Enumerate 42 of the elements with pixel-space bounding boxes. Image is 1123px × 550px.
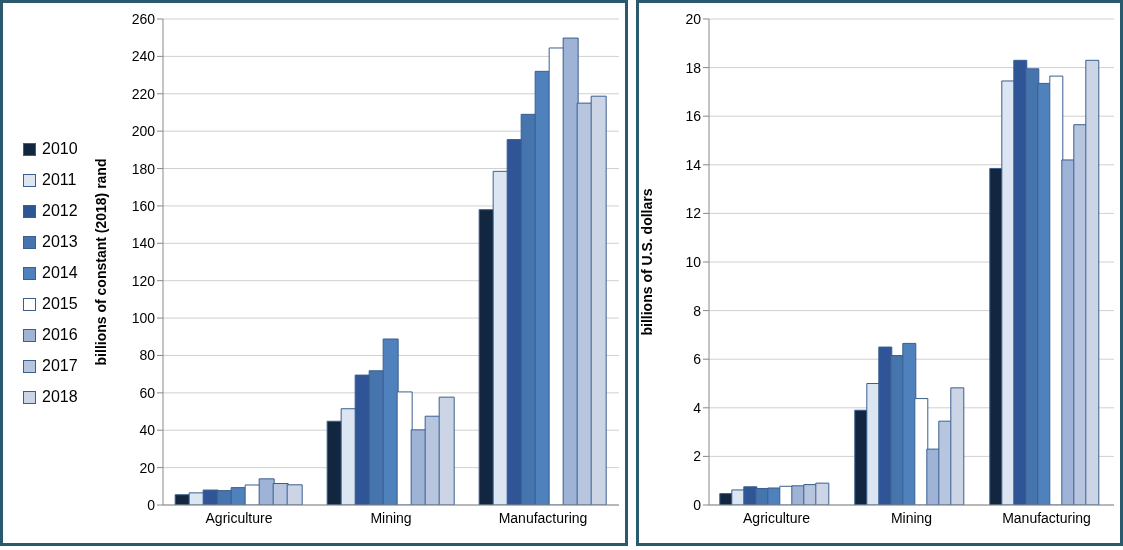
y-tick-label: 160: [131, 197, 156, 214]
y-tick-label: 140: [131, 235, 156, 252]
legend-label: 2012: [42, 202, 78, 220]
y-tick-label: 12: [685, 205, 702, 222]
legend-label: 2011: [42, 171, 77, 189]
y-tick-label: 4: [693, 399, 702, 416]
y-tick-label: 18: [685, 59, 702, 76]
x-tick-label: Mining: [890, 509, 933, 526]
legend-label: 2018: [42, 388, 78, 406]
y-tick-label: 8: [693, 302, 702, 319]
y-tick-label: 14: [685, 156, 702, 173]
y-tick-label: 200: [131, 123, 156, 140]
x-tick-label: Manufacturing: [498, 509, 588, 526]
y-tick-label: 0: [693, 496, 702, 513]
legend-label: 2015: [42, 295, 78, 313]
y-tick-label: 60: [139, 384, 156, 401]
y-tick-label: 20: [685, 10, 702, 27]
legend-label: 2016: [42, 326, 78, 344]
y-tick-label: 6: [693, 351, 702, 368]
y-tick-label: 80: [139, 347, 156, 364]
y-tick-label: 240: [131, 48, 156, 65]
x-tick-label: Manufacturing: [1002, 509, 1091, 526]
y-tick-label: 40: [139, 422, 156, 439]
y-tick-label: 20: [139, 459, 156, 476]
y-tick-label: 120: [131, 272, 156, 289]
y-tick-label: 220: [131, 85, 156, 102]
y-tick-label: 2: [693, 448, 702, 465]
x-tick-label: Agriculture: [205, 509, 273, 526]
x-tick-label: Mining: [370, 509, 412, 526]
y-tick-label: 0: [147, 496, 156, 513]
y-tick-label: 16: [685, 108, 702, 125]
y-tick-label: 180: [131, 160, 156, 177]
legend-label: 2014: [42, 264, 78, 282]
legend-label: 2010: [42, 140, 78, 158]
y-tick-label: 260: [131, 10, 156, 27]
legend-label: 2013: [42, 233, 78, 251]
y-axis-title: billions of U.S. dollars: [638, 188, 655, 336]
y-tick-label: 10: [685, 253, 702, 270]
y-axis-title: billions of constant (2018) rand: [92, 158, 109, 366]
y-tick-label: 100: [131, 310, 156, 327]
legend-label: 2017: [42, 357, 78, 375]
x-tick-label: Agriculture: [743, 509, 811, 526]
